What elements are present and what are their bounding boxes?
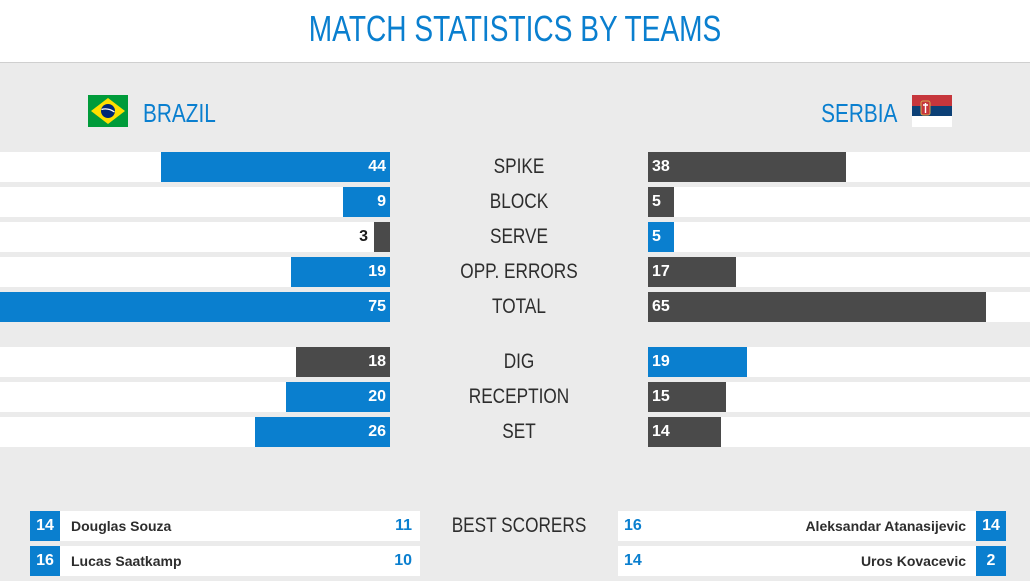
- lane-right: 5: [648, 187, 1030, 217]
- team-name-left: BRAZIL: [143, 98, 216, 128]
- stat-bar-right: [648, 257, 736, 287]
- stat-value-right: 5: [652, 228, 661, 245]
- lane-left: 3: [0, 222, 390, 252]
- stat-value-right: 15: [652, 388, 670, 405]
- stat-row-opp-errors: 19 OPP. ERRORS 17: [0, 257, 1030, 287]
- lane-left: 18: [0, 347, 390, 377]
- stat-label: DIG: [503, 350, 535, 373]
- lane-right: 14: [648, 417, 1030, 447]
- stat-bar-left: [286, 382, 390, 412]
- stat-bar-right: [648, 152, 846, 182]
- stat-value-right: 19: [652, 353, 670, 370]
- stat-bar-left: [374, 222, 390, 252]
- stat-label: TOTAL: [492, 295, 546, 318]
- lane-left: 9: [0, 187, 390, 217]
- scorer-left-1: 14 Douglas Souza 11: [30, 511, 420, 541]
- stat-label: SET: [502, 420, 536, 443]
- scorer-name: Douglas Souza: [71, 518, 172, 534]
- stat-value-right: 38: [652, 158, 670, 175]
- stat-value-left: 18: [368, 353, 386, 370]
- jersey-number: 14: [30, 511, 60, 541]
- lane-left: 44: [0, 152, 390, 182]
- lane-left: 19: [0, 257, 390, 287]
- scorer-points: 10: [394, 552, 412, 569]
- lane-right: 5: [648, 222, 1030, 252]
- team-name-right: SERBIA: [820, 98, 897, 128]
- stat-value-right: 65: [652, 298, 670, 315]
- brazil-flag-icon: [88, 95, 128, 127]
- stat-row-block: 9 BLOCK 5: [0, 187, 1030, 217]
- scorer-right-1: 16 Aleksandar Atanasijevic 14: [618, 511, 1006, 541]
- stat-value-left: 3: [359, 228, 368, 245]
- lane-right: 38: [648, 152, 1030, 182]
- stat-value-left: 20: [368, 388, 386, 405]
- stat-row-serve: 3 SERVE 5: [0, 222, 1030, 252]
- lane-right: 19: [648, 347, 1030, 377]
- stat-bar-left: [161, 152, 390, 182]
- stat-row-set: 26 SET 14: [0, 417, 1030, 447]
- stat-value-right: 14: [652, 423, 670, 440]
- stat-bar-left: [343, 187, 390, 217]
- scorer-left-2: 16 Lucas Saatkamp 10: [30, 546, 420, 576]
- serbia-flag-icon: [912, 95, 952, 127]
- stat-bar-right: [648, 222, 674, 252]
- stat-value-left: 26: [368, 423, 386, 440]
- stat-value-left: 44: [368, 158, 386, 175]
- stat-bar-left: [296, 347, 390, 377]
- stat-bar-left: [291, 257, 390, 287]
- scorer-name: Lucas Saatkamp: [71, 553, 182, 569]
- lane-right: 65: [648, 292, 1030, 322]
- header: MATCH STATISTICS BY TEAMS: [0, 0, 1030, 63]
- lane-left: 26: [0, 417, 390, 447]
- stat-row-total: 75 TOTAL 65: [0, 292, 1030, 322]
- stat-value-right: 17: [652, 263, 670, 280]
- lane-right: 15: [648, 382, 1030, 412]
- stat-row-reception: 20 RECEPTION 15: [0, 382, 1030, 412]
- stat-bar-right: [648, 347, 747, 377]
- stat-value-right: 5: [652, 193, 661, 210]
- best-scorers-label: BEST SCORERS: [451, 514, 587, 537]
- stat-bar-right: [648, 292, 986, 322]
- stat-label: RECEPTION: [468, 385, 570, 408]
- scorer-right-2: 14 Uros Kovacevic 2: [618, 546, 1006, 576]
- scorer-points: 14: [624, 552, 642, 569]
- scorer-name: Aleksandar Atanasijevic: [805, 518, 966, 534]
- scorer-points: 16: [624, 517, 642, 534]
- scorer-points: 11: [395, 517, 412, 534]
- stat-bar-right: [648, 187, 674, 217]
- jersey-number: 14: [976, 511, 1006, 541]
- page-title: MATCH STATISTICS BY TEAMS: [308, 8, 722, 49]
- stat-value-left: 75: [368, 298, 386, 315]
- lane-left: 75: [0, 292, 390, 322]
- stat-bar-right: [648, 417, 721, 447]
- scorer-name: Uros Kovacevic: [860, 553, 966, 569]
- stat-bar-left: [255, 417, 390, 447]
- lane-right: 17: [648, 257, 1030, 287]
- lane-left: 20: [0, 382, 390, 412]
- stat-label: SPIKE: [493, 155, 545, 178]
- stat-label: BLOCK: [489, 190, 549, 213]
- stat-label: SERVE: [489, 225, 549, 248]
- stat-row-dig: 18 DIG 19: [0, 347, 1030, 377]
- stat-value-left: 9: [377, 193, 386, 210]
- jersey-number: 2: [976, 546, 1006, 576]
- stat-bar-left: [0, 292, 390, 322]
- jersey-number: 16: [30, 546, 60, 576]
- stat-row-spike: 44 SPIKE 38: [0, 152, 1030, 182]
- stat-value-left: 19: [368, 263, 386, 280]
- stat-bar-right: [648, 382, 726, 412]
- stat-label: OPP. ERRORS: [460, 260, 578, 283]
